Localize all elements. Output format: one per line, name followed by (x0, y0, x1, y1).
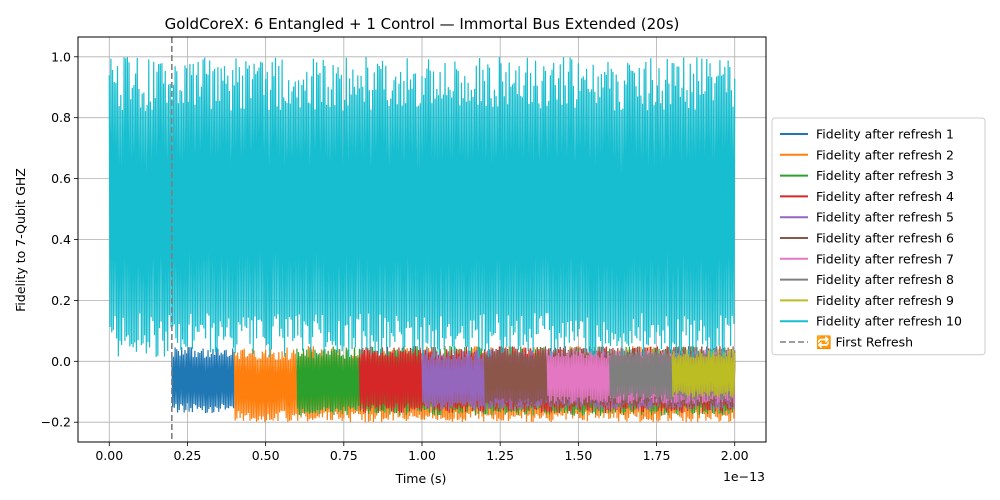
chart-title: GoldCoreX: 6 Entangled + 1 Control — Imm… (165, 15, 680, 33)
series-line-refresh-1 (171, 347, 235, 414)
series-line-refresh-10 (108, 56, 736, 359)
y-tick-label: 1.0 (51, 49, 71, 64)
series-line-refresh-9 (671, 349, 736, 398)
x-tick-label: 0.00 (95, 448, 123, 463)
x-tick-label: 0.25 (174, 448, 202, 463)
x-tick-label: 1.75 (643, 448, 671, 463)
x-tick-label: 1.25 (486, 448, 514, 463)
y-axis-label: Fidelity to 7-Qubit GHZ (13, 168, 28, 312)
legend-label-refresh-10: Fidelity after refresh 10 (816, 314, 962, 329)
legend-label-refresh-5: Fidelity after refresh 5 (816, 210, 954, 225)
y-axis-ticks: −0.2 0.0 0.2 0.4 0.6 0.8 1.0 (41, 49, 78, 430)
legend-label-refresh-1: Fidelity after refresh 1 (816, 127, 954, 142)
x-tick-label: 1.50 (564, 448, 592, 463)
x-tick-label: 0.75 (330, 448, 358, 463)
y-tick-label: 0.4 (51, 232, 71, 247)
series-layer (108, 56, 736, 423)
legend-label-first-refresh: 🔁 First Refresh (816, 335, 913, 350)
legend-label-refresh-9: Fidelity after refresh 9 (816, 293, 954, 308)
y-tick-label: 0.2 (51, 293, 71, 308)
y-tick-label: 0.0 (51, 354, 71, 369)
legend-label-refresh-7: Fidelity after refresh 7 (816, 251, 954, 266)
legend-label-refresh-3: Fidelity after refresh 3 (816, 168, 954, 183)
x-tick-label: 1.00 (408, 448, 436, 463)
x-axis-offset-label: 1e−13 (723, 469, 765, 484)
legend-label-refresh-6: Fidelity after refresh 6 (816, 231, 954, 246)
legend-label-refresh-8: Fidelity after refresh 8 (816, 272, 954, 287)
legend: Fidelity after refresh 1 Fidelity after r… (771, 117, 986, 356)
legend-label-refresh-2: Fidelity after refresh 2 (816, 147, 954, 162)
x-tick-label: 2.00 (721, 448, 749, 463)
y-tick-label: 0.6 (51, 171, 71, 186)
y-tick-label: 0.8 (51, 110, 71, 125)
y-tick-label: −0.2 (41, 415, 71, 430)
x-axis-ticks: 0.00 0.25 0.50 0.75 1.00 1.25 1.50 1.75 2.00 (95, 442, 749, 463)
legend-label-refresh-4: Fidelity after refresh 4 (816, 189, 954, 204)
x-axis-label: Time (s) (395, 471, 447, 486)
legend-frame (771, 117, 986, 356)
x-tick-label: 0.50 (252, 448, 280, 463)
